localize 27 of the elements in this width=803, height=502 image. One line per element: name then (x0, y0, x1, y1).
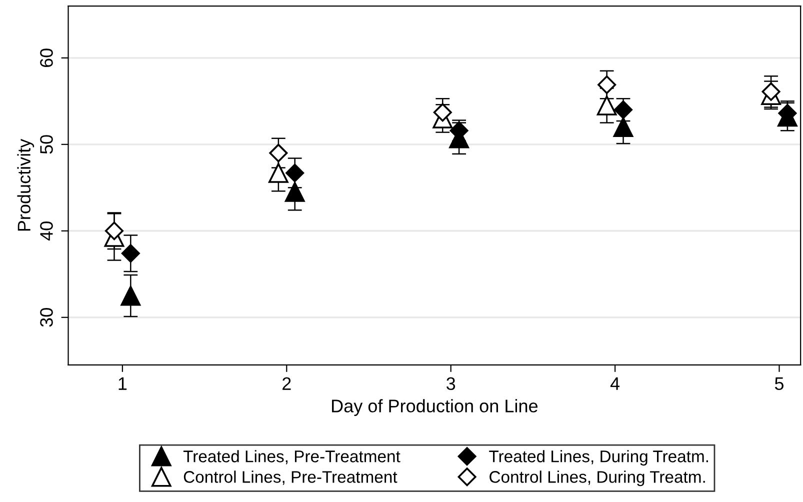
x-tick-label: 5 (774, 377, 784, 390)
point (762, 82, 780, 101)
x-tick-label: 4 (610, 377, 620, 390)
point (613, 117, 634, 138)
point (269, 144, 288, 162)
point (268, 163, 288, 183)
legend-label: Control Lines, Pre-Treatment (184, 470, 398, 485)
point (120, 286, 141, 306)
x-tick-label: 1 (118, 377, 127, 390)
point (286, 164, 304, 182)
y-tick-label: 30 (40, 308, 53, 327)
y-axis-title: Productivity (17, 138, 34, 231)
point (433, 103, 452, 122)
legend-label: Control Lines, During Treatm. (490, 470, 705, 486)
point (121, 244, 140, 263)
y-tick-label: 60 (40, 48, 53, 68)
point (284, 182, 305, 202)
y-tick-label: 40 (40, 222, 53, 241)
x-tick-label: 3 (446, 377, 456, 390)
legend-label: Treated Lines, Pre-Treatment (183, 450, 400, 464)
legend-label: Treated Lines, During Treatm. (489, 450, 708, 466)
point (104, 222, 124, 240)
point (598, 75, 616, 94)
point (614, 100, 633, 120)
y-tick-label: 50 (40, 135, 53, 154)
x-tick-label: 2 (282, 377, 291, 390)
x-axis-title: Day of Production on Line (332, 399, 538, 416)
